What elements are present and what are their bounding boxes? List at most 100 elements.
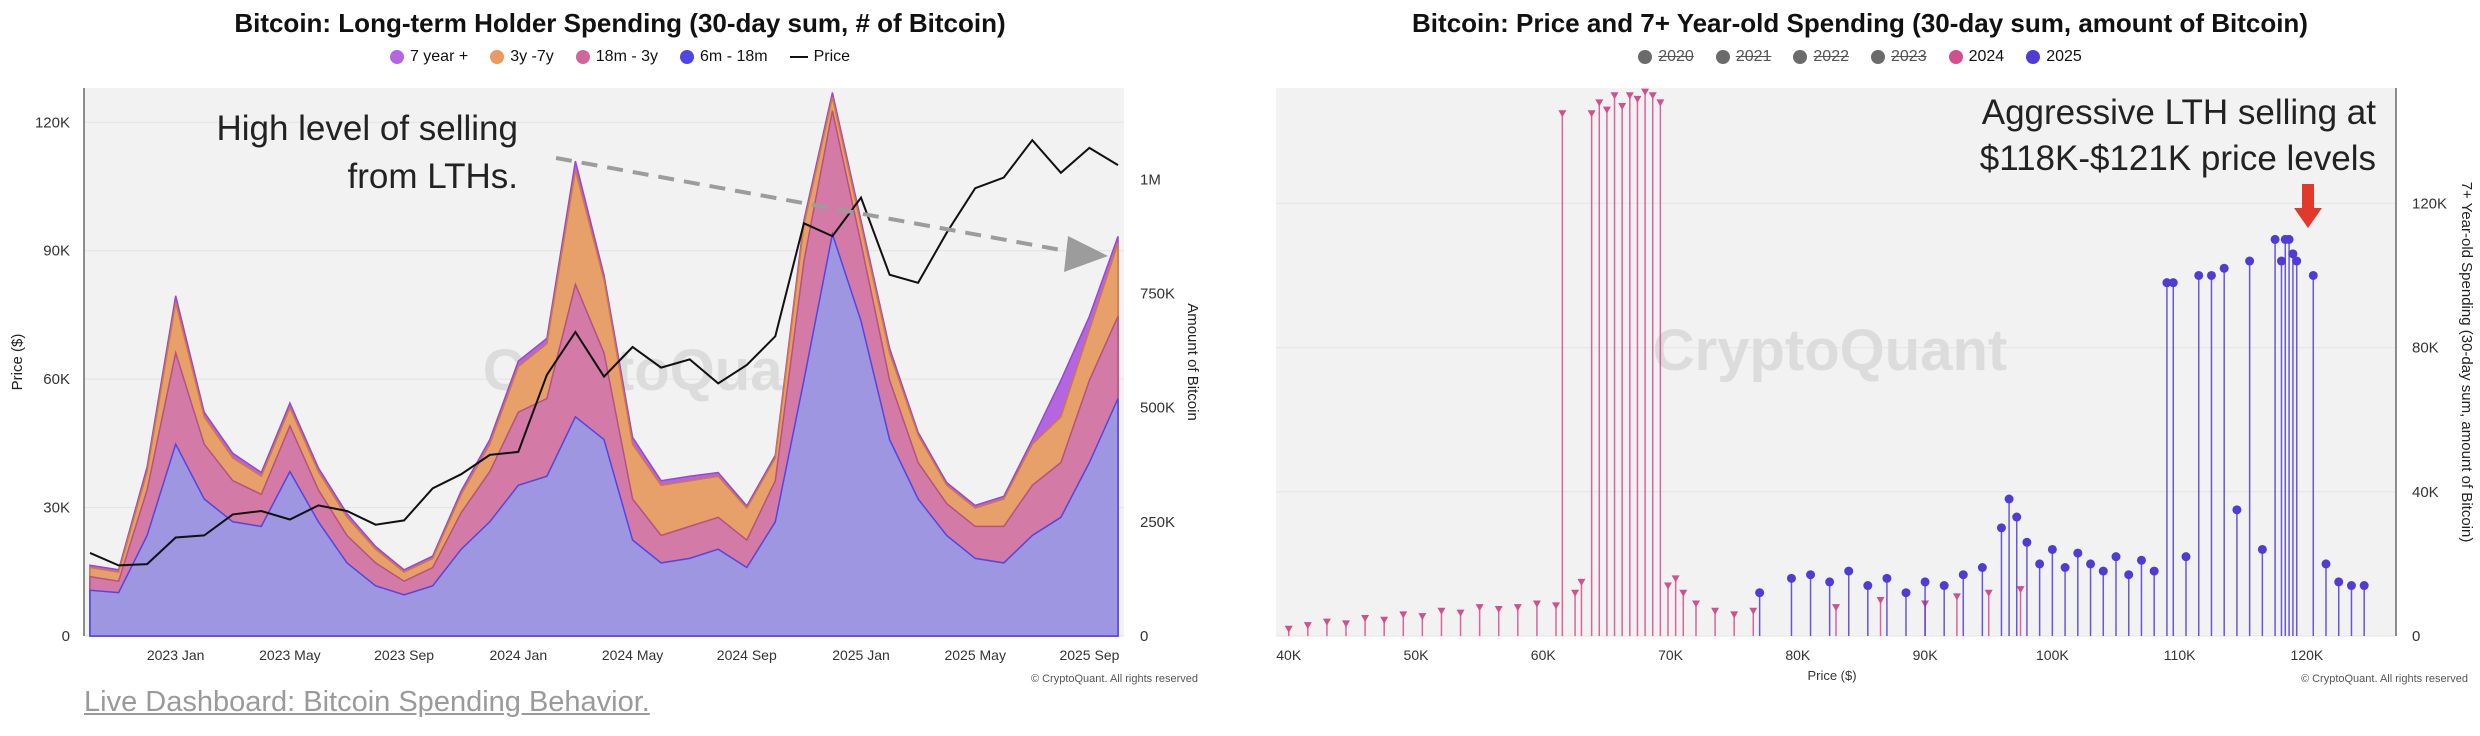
legend-item-18m-3y[interactable]: 18m - 3y	[575, 48, 659, 66]
area-series-6m-18m	[89, 231, 1119, 637]
x-tick-label: 40K	[1276, 647, 1302, 663]
red-arrow-shaft	[2302, 184, 2314, 210]
y2-axis-label: Amount of Bitcoin	[1184, 303, 1201, 421]
x-tick-label: 2024 Jan	[490, 647, 548, 663]
point-2024	[1361, 614, 1370, 622]
legend-label-7y: 7 year +	[409, 48, 469, 65]
point-2024	[1633, 95, 1642, 103]
point-2024	[1671, 575, 1680, 583]
y-tick-label: 30K	[43, 500, 70, 517]
y-tick-label: 60K	[43, 371, 70, 388]
trend-arrow-line	[555, 156, 1073, 254]
point-2025	[1920, 577, 1930, 587]
annotation-line-2: $118K-$121K price levels	[1980, 139, 2376, 178]
point-2024	[1625, 92, 1634, 100]
point-2025	[1939, 581, 1949, 591]
x-tick-label: 2023 Sep	[374, 647, 434, 663]
point-2025	[1996, 523, 2006, 533]
point-2025	[2321, 559, 2331, 569]
legend-item-2022[interactable]: 2022	[1793, 48, 1849, 66]
point-2025	[1863, 581, 1873, 591]
x-tick-label: 80K	[1785, 647, 1811, 663]
legend-dot-2024	[1948, 50, 1963, 64]
plot-background	[1276, 88, 2396, 636]
right-chart-svg: 0 40K 80K 120K 40K 50K 60K 70K 80K 90K 100K 110K 120…	[1276, 88, 2475, 685]
point-2025	[2035, 559, 2045, 569]
legend-label-2020: 2020	[1658, 48, 1694, 65]
point-2025	[2022, 537, 2032, 547]
point-2024	[1399, 611, 1408, 619]
legend-item-6m-18m[interactable]: 6m - 18m	[680, 48, 768, 66]
annotation-line-1: Aggressive LTH selling at	[1982, 93, 2377, 132]
trend-arrow-head	[1064, 236, 1108, 272]
y-axis-label: 7+ Year-old Spending (30-day sum, amount…	[2458, 182, 2475, 543]
right-chart-title: Bitcoin: Price and 7+ Year-old Spending …	[1412, 8, 2308, 38]
left-chart-title: Bitcoin: Long-term Holder Spending (30-d…	[234, 8, 1006, 38]
point-2024	[1284, 625, 1293, 633]
legend-item-2023[interactable]: 2023	[1871, 48, 1927, 66]
point-2025	[2288, 249, 2298, 259]
point-2025	[2098, 566, 2108, 576]
point-2025	[2194, 270, 2204, 280]
y-tick-label: 90K	[43, 243, 70, 260]
x-tick-label: 90K	[1913, 647, 1939, 663]
left-chart-svg: 0 30K 60K 90K 120K 0 250K 500K 750K 1M 2023 Jan 202…	[9, 88, 1201, 685]
x-tick-label: 2025 May	[944, 647, 1005, 663]
point-2025	[2257, 544, 2267, 554]
legend-label-3y-7y: 3y -7y	[510, 48, 554, 65]
point-2025	[2136, 555, 2146, 565]
y2-tick-label: 250K	[1140, 514, 1175, 531]
point-2024	[1711, 607, 1720, 615]
y-tick-label: 120K	[2412, 195, 2447, 212]
point-2024	[1832, 604, 1840, 612]
point-2025	[2206, 270, 2216, 280]
copyright-text: © CryptoQuant. All rights reserved	[2301, 673, 2468, 685]
legend-dot-2022	[1793, 50, 1808, 64]
point-2024	[2016, 586, 2025, 594]
x-tick-label: 60K	[1531, 647, 1557, 663]
live-dashboard-link[interactable]: Live Dashboard: Bitcoin Spending Behavio…	[84, 686, 650, 718]
y-tick-label: 0	[62, 628, 70, 645]
point-2025	[1825, 577, 1835, 587]
legend-item-2020[interactable]: 2020	[1638, 48, 1694, 66]
point-2025	[2308, 270, 2318, 280]
legend-dot-3y-7y	[490, 50, 505, 64]
legend-item-3y-7y[interactable]: 3y -7y	[490, 48, 554, 66]
point-2024	[1618, 103, 1627, 111]
right-chart-panel: Bitcoin: Price and 7+ Year-old Spending …	[1240, 0, 2480, 736]
y2-tick-label: 0	[1140, 628, 1148, 645]
point-2024	[1418, 613, 1427, 621]
legend-label-18m-3y: 18m - 3y	[595, 48, 659, 65]
point-2024	[1602, 106, 1611, 114]
legend-label-2021: 2021	[1735, 48, 1772, 65]
point-2024	[1494, 605, 1503, 613]
point-2024	[1876, 596, 1885, 604]
point-2025	[1958, 570, 1968, 580]
y-axis-label: Price ($)	[9, 334, 26, 391]
legend-dot-7y	[389, 50, 404, 64]
legend-label-2022: 2022	[1813, 48, 1849, 65]
x-tick-label: 120K	[2291, 647, 2324, 663]
point-2025	[2276, 256, 2286, 266]
point-2025	[2111, 552, 2121, 562]
legend-label-2024: 2024	[1968, 48, 2005, 65]
legend-label-2025: 2025	[2046, 48, 2082, 65]
legend-item-2021[interactable]: 2021	[1715, 48, 1772, 66]
legend-dot-2023	[1871, 50, 1885, 64]
legend-item-2025[interactable]: 2025	[2026, 48, 2082, 66]
point-2025	[2284, 234, 2294, 244]
point-2024	[1552, 602, 1560, 610]
point-2025	[2004, 494, 2014, 504]
legend-item-2024[interactable]: 2024	[1948, 48, 2005, 66]
watermark: CryptoQuant	[1653, 318, 2007, 383]
legend-item-7y[interactable]: 7 year +	[389, 48, 469, 66]
point-2025	[2086, 559, 2096, 569]
x-tick-label: 70K	[1658, 647, 1684, 663]
legend-dot-6m-18m	[680, 50, 695, 64]
y-tick-label: 80K	[2412, 340, 2439, 357]
point-2025	[2149, 566, 2159, 576]
point-2024	[1342, 620, 1350, 628]
point-2024	[1513, 604, 1522, 612]
left-legend: 7 year + 3y -7y 18m - 3y 6m - 18m Price	[0, 48, 1240, 66]
legend-item-price[interactable]: Price	[789, 48, 850, 66]
